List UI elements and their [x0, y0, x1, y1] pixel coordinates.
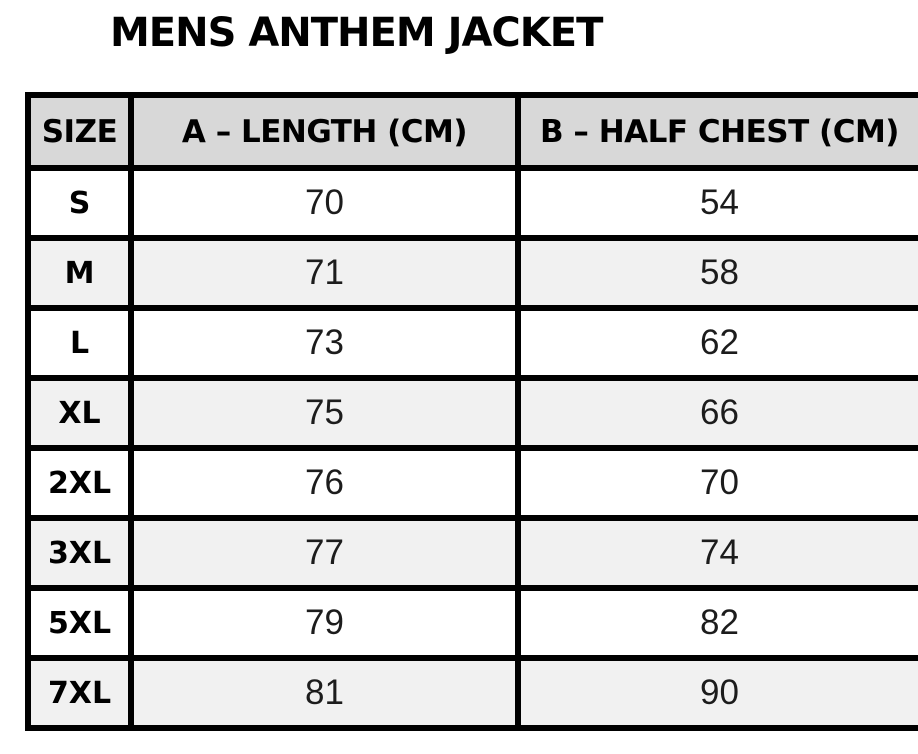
table-row: 3XL 77 74 — [25, 515, 918, 591]
table-row: M 71 58 — [25, 235, 918, 311]
length-cell: 71 — [128, 235, 521, 311]
half-chest-cell: 58 — [515, 235, 918, 311]
size-cell: 2XL — [25, 445, 134, 521]
table-row: XL 75 66 — [25, 375, 918, 451]
half-chest-cell: 82 — [515, 585, 918, 661]
half-chest-cell: 90 — [515, 655, 918, 731]
size-chart-table: SIZE A – LENGTH (CM) B – HALF CHEST (CM)… — [25, 92, 918, 731]
half-chest-cell: 66 — [515, 375, 918, 451]
size-cell: L — [25, 305, 134, 381]
page-title: MENS ANTHEM JACKET — [110, 10, 603, 56]
half-chest-cell: 74 — [515, 515, 918, 591]
size-cell: XL — [25, 375, 134, 451]
length-cell: 76 — [128, 445, 521, 521]
size-cell: M — [25, 235, 134, 311]
header-half-chest: B – HALF CHEST (CM) — [515, 92, 918, 171]
size-cell: 5XL — [25, 585, 134, 661]
header-length: A – LENGTH (CM) — [128, 92, 521, 171]
length-cell: 75 — [128, 375, 521, 451]
header-size: SIZE — [25, 92, 134, 171]
table-body: S 70 54 M 71 58 L 73 62 XL 75 66 2XL 76 70 3XL 77 74 5XL 79… — [25, 165, 918, 731]
length-cell: 79 — [128, 585, 521, 661]
table-row: L 73 62 — [25, 305, 918, 381]
half-chest-cell: 70 — [515, 445, 918, 521]
table-header: SIZE A – LENGTH (CM) B – HALF CHEST (CM) — [25, 92, 918, 171]
header-row: SIZE A – LENGTH (CM) B – HALF CHEST (CM) — [25, 92, 918, 171]
table-row: 5XL 79 82 — [25, 585, 918, 661]
size-cell: 3XL — [25, 515, 134, 591]
size-cell: S — [25, 165, 134, 241]
half-chest-cell: 54 — [515, 165, 918, 241]
size-cell: 7XL — [25, 655, 134, 731]
length-cell: 81 — [128, 655, 521, 731]
table-row: S 70 54 — [25, 165, 918, 241]
length-cell: 73 — [128, 305, 521, 381]
length-cell: 77 — [128, 515, 521, 591]
table-row: 2XL 76 70 — [25, 445, 918, 521]
half-chest-cell: 62 — [515, 305, 918, 381]
table-row: 7XL 81 90 — [25, 655, 918, 731]
length-cell: 70 — [128, 165, 521, 241]
